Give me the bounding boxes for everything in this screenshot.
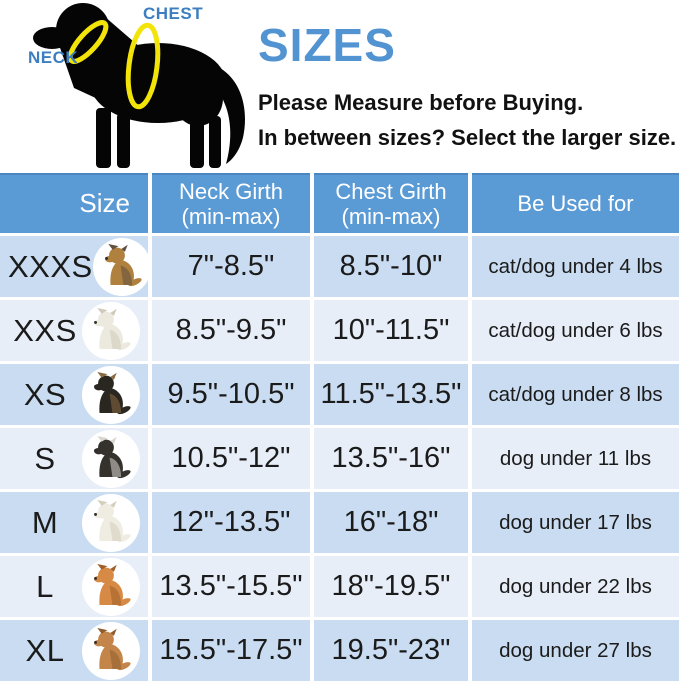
chest-girth-value: 19.5"-23": [314, 620, 468, 681]
dog-photo-chihuahua-icon: [82, 365, 140, 424]
neck-girth-value: 12"-13.5": [152, 492, 310, 553]
column-header-chest-girth: Chest Girth (min-max): [314, 173, 468, 233]
neck-label: NECK: [28, 48, 79, 67]
neck-girth-value: 7"-8.5": [152, 236, 310, 297]
dog-photo-white-pomeranian-icon: [82, 301, 140, 360]
neck-girth-value: 8.5"-9.5": [152, 300, 310, 361]
dog-photo-corgi-icon: [82, 557, 140, 616]
neck-girth-value: 10.5"-12": [152, 428, 310, 489]
chest-girth-value: 13.5"-16": [314, 428, 468, 489]
dog-photo-shiba-inu-icon: [82, 621, 140, 680]
size-label: XL: [25, 632, 65, 668]
chest-girth-value: 10"-11.5": [314, 300, 468, 361]
column-header-be-used-for: Be Used for: [472, 173, 679, 233]
size-chart-table: Size Neck Girth (min-max) Chest Girth (min…: [0, 173, 679, 681]
column-header-neck-girth: Neck Girth (min-max): [152, 173, 310, 233]
chest-loop: [125, 22, 161, 110]
neck-girth-value: 15.5"-17.5": [152, 620, 310, 681]
hero-text-block: SIZES Please Measure before Buying. In b…: [258, 22, 678, 149]
neck-girth-value: 13.5"-15.5": [152, 556, 310, 617]
dog-photo-yorkshire-terrier-icon: [92, 237, 151, 296]
dog-photo-white-poodle-icon: [82, 493, 140, 552]
standing-dog-silhouette-icon: [33, 3, 245, 168]
used-for-value: cat/dog under 4 lbs: [472, 236, 679, 297]
size-label: XXXS: [8, 248, 93, 284]
size-label: S: [34, 440, 56, 476]
column-header-size: Size: [0, 173, 148, 233]
size-label: XXS: [13, 312, 77, 348]
size-advice-note: In between sizes? Select the larger size…: [258, 125, 677, 150]
size-label: M: [31, 504, 59, 540]
chest-girth-value: 11.5"-13.5": [314, 364, 468, 425]
dog-measurement-illustration: NECK CHEST: [0, 0, 256, 170]
chest-girth-value: 8.5"-10": [314, 236, 468, 297]
neck-girth-value: 9.5"-10.5": [152, 364, 310, 425]
used-for-value: dog under 22 lbs: [472, 556, 679, 617]
measure-note: Please Measure before Buying.: [258, 90, 584, 115]
page-title: SIZES: [258, 19, 396, 71]
used-for-value: cat/dog under 6 lbs: [472, 300, 679, 361]
used-for-value: cat/dog under 8 lbs: [472, 364, 679, 425]
dog-photo-boston-terrier-icon: [82, 429, 140, 488]
size-label: XS: [23, 376, 67, 412]
hero-section: NECK CHEST SIZES Please Measure before B…: [0, 0, 679, 172]
used-for-value: dog under 11 lbs: [472, 428, 679, 489]
size-label: L: [36, 568, 54, 604]
chest-label: CHEST: [143, 4, 204, 23]
neck-loop: [67, 20, 109, 64]
used-for-value: dog under 17 lbs: [472, 492, 679, 553]
chest-girth-value: 16"-18": [314, 492, 468, 553]
used-for-value: dog under 27 lbs: [472, 620, 679, 681]
chest-girth-value: 18"-19.5": [314, 556, 468, 617]
